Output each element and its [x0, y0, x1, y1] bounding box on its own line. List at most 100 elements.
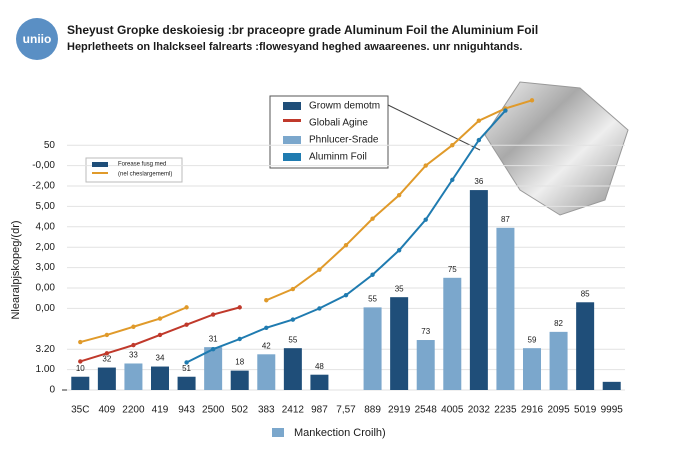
- x-tick-label: 383: [258, 405, 275, 416]
- legend-label: Phnlucer-Srade: [309, 135, 379, 146]
- point: [343, 292, 349, 298]
- bar: [97, 367, 116, 390]
- x-tick-label: 987: [311, 405, 328, 416]
- bar: [469, 190, 488, 390]
- legend-label: Aluminm Foil: [309, 152, 367, 163]
- y-tick-label: 2,00: [36, 242, 56, 253]
- small-legend-swatch: [92, 172, 108, 174]
- value-label: 33: [129, 351, 138, 360]
- value-label: 10: [76, 364, 85, 373]
- value-label: 51: [182, 364, 191, 373]
- point: [184, 305, 189, 310]
- bar: [257, 354, 276, 390]
- point: [237, 336, 242, 342]
- point: [450, 143, 455, 148]
- foil-image: [484, 81, 629, 216]
- y-tick-label: 1.00: [36, 364, 56, 375]
- point: [157, 316, 163, 321]
- bar: [151, 366, 169, 390]
- bar: [416, 340, 435, 390]
- point: [264, 325, 269, 330]
- value-label: 48: [315, 362, 324, 371]
- value-label: 82: [554, 319, 563, 328]
- point: [104, 351, 110, 356]
- y-tick-label: 4,00: [36, 221, 56, 232]
- y-tick-label: 3.20: [36, 344, 56, 355]
- point: [131, 324, 136, 329]
- x-axis-label: Mankection Croilh): [294, 427, 386, 439]
- value-label: 18: [235, 358, 244, 367]
- point: [370, 216, 375, 221]
- point: [210, 347, 216, 352]
- value-label: 55: [288, 335, 297, 344]
- point: [104, 332, 110, 338]
- value-label: 55: [368, 294, 377, 303]
- chart-title: Sheyust Gropke deskoiesig :br praceopre …: [67, 23, 538, 37]
- point: [503, 108, 508, 113]
- y-tick-label: 5,00: [36, 201, 56, 212]
- point: [210, 312, 216, 317]
- bar: [124, 363, 143, 390]
- legend-swatch: [283, 119, 301, 122]
- y-tick-label: 0,00: [36, 303, 56, 314]
- legend-swatch: [283, 136, 301, 144]
- value-label: 36: [474, 177, 483, 186]
- small-legend-swatch: [92, 162, 108, 167]
- x-tick-label: 35C: [71, 405, 89, 416]
- bar: [443, 277, 462, 390]
- y-tick-label: 0,00: [36, 283, 56, 294]
- point: [290, 317, 296, 322]
- value-label: 87: [501, 215, 510, 224]
- point: [396, 192, 402, 198]
- point: [290, 286, 296, 292]
- point: [476, 137, 482, 143]
- legend-swatch: [283, 102, 301, 110]
- bar: [549, 331, 568, 390]
- x-tick-label: 409: [99, 405, 116, 416]
- x-tick-label: 2095: [547, 405, 570, 416]
- point: [237, 305, 242, 310]
- small-legend-label: (nel cheslargememl): [118, 172, 172, 178]
- point: [184, 322, 189, 327]
- x-label-swatch: [272, 428, 284, 437]
- point: [131, 342, 136, 348]
- x-tick-label: 943: [178, 405, 195, 416]
- callout-line: [387, 104, 481, 151]
- bar: [576, 302, 595, 390]
- bar: [71, 376, 90, 390]
- value-label: 85: [581, 289, 590, 298]
- x-tick-label: 2032: [468, 405, 491, 416]
- point: [184, 360, 189, 365]
- logo: [16, 18, 58, 60]
- point: [529, 98, 535, 103]
- legend-swatch: [283, 153, 301, 161]
- y-tick-label: 50: [44, 140, 56, 151]
- x-tick-label: 7,57: [336, 405, 356, 416]
- bar: [602, 381, 621, 390]
- value-label: 32: [102, 355, 111, 364]
- y-tick-label: 0: [49, 385, 55, 396]
- point: [396, 248, 402, 253]
- point: [78, 359, 83, 364]
- bar: [283, 348, 302, 390]
- x-tick-label: 2916: [521, 405, 544, 416]
- value-label: 35: [395, 284, 404, 293]
- value-label: 34: [156, 354, 165, 363]
- value-label: 75: [448, 265, 457, 274]
- point: [343, 242, 349, 248]
- x-tick-label: 2919: [388, 405, 411, 416]
- point: [450, 177, 455, 183]
- x-tick-label: 9995: [601, 405, 624, 416]
- x-tick-label: 2500: [202, 405, 225, 416]
- point: [317, 306, 322, 311]
- legend-label: Growm demotm: [309, 101, 380, 112]
- y-axis-label: Nlearalpjskopeg/(dr): [10, 220, 22, 319]
- bar: [310, 374, 329, 390]
- x-tick-label: 5019: [574, 405, 597, 416]
- y-tick-label: -0,00: [32, 160, 55, 171]
- bar: [363, 307, 382, 390]
- value-label: 31: [209, 334, 218, 343]
- bar: [523, 348, 541, 390]
- legend-label: Globali Agine: [309, 118, 368, 129]
- bar: [496, 227, 515, 390]
